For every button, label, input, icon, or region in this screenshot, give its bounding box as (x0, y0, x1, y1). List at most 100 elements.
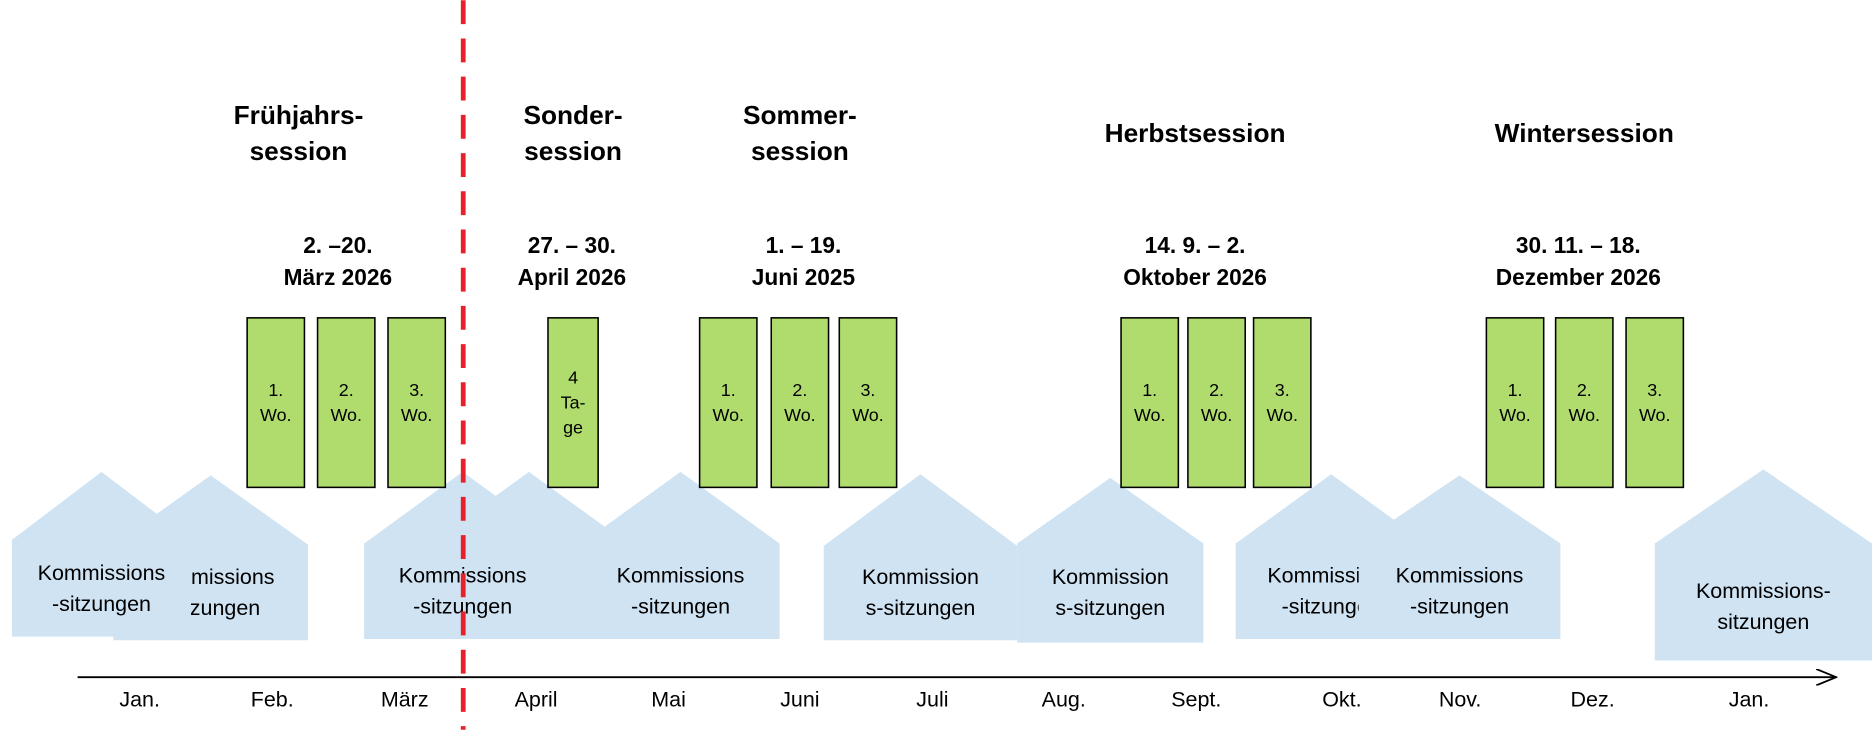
session-dates: 1. – 19. (766, 232, 842, 258)
week-label: 1. (268, 380, 283, 400)
week-label: Wo. (260, 405, 291, 425)
session-week (1554, 317, 1614, 489)
week-label: Wo. (852, 405, 883, 425)
week-label: 1. (1508, 380, 1523, 400)
commission-label: -sitzungen (1410, 595, 1509, 619)
commission-box (1017, 477, 1204, 643)
commission-label: s-sitzungen (1055, 596, 1165, 620)
session-week (1485, 317, 1545, 489)
session-week (246, 317, 306, 489)
commission-box (1654, 469, 1872, 661)
session: Wintersession 30. 11. – 18. Dezember 2026 1… (1485, 118, 1685, 489)
commission: Kommissions -sitzungen (581, 471, 780, 639)
week-label: 2. (339, 380, 354, 400)
commission: Kommission s-sitzungen (823, 474, 1018, 641)
session: Frühjahrs-session 2. –20. März 2026 1. Wo. 2.… (234, 100, 447, 489)
commission: Kommission s-sitzungen (1017, 477, 1204, 643)
week-label: Wo. (713, 405, 744, 425)
commission-box (11, 471, 192, 637)
session-title: Sommer- (743, 100, 857, 130)
month-label: Jan. (119, 688, 160, 712)
session-week (1625, 317, 1685, 489)
week-label: Wo. (1266, 405, 1297, 425)
commission-label: s-sitzungen (866, 596, 976, 620)
week-label: Wo. (330, 405, 361, 425)
commission-label: Kommissions (1396, 564, 1524, 588)
week-label: 2. (792, 380, 807, 400)
week-label: 4 (568, 367, 578, 387)
month-label: Nov. (1439, 688, 1482, 712)
commission-label: Kommissions- (1696, 579, 1831, 603)
session-dates: Oktober 2026 (1123, 264, 1267, 290)
week-label: 1. (721, 380, 736, 400)
month-label: Mai (651, 688, 686, 712)
session-dates: 14. 9. – 2. (1145, 232, 1246, 258)
session-week (387, 317, 447, 489)
session-week (316, 317, 376, 489)
session-title: session (751, 136, 849, 166)
commission: Kommissions-sitzungen (1654, 469, 1872, 661)
week-label: Wo. (1499, 405, 1530, 425)
week-label: 1. (1142, 380, 1157, 400)
session-title: Wintersession (1495, 118, 1674, 148)
commission: Kommissions -sitzungen (11, 471, 192, 637)
week-label: 3. (1647, 380, 1662, 400)
session-week (1252, 317, 1312, 489)
week-label: Wo. (1201, 405, 1232, 425)
month-label: April (515, 688, 558, 712)
commission-label: -sitzungen (631, 595, 730, 619)
month-label: Juli (916, 688, 948, 712)
session-dates: 30. 11. – 18. (1516, 232, 1641, 258)
session-title: Herbstsession (1105, 118, 1286, 148)
week-label: 3. (1275, 380, 1290, 400)
session-title: session (250, 136, 348, 166)
month-label: Juni (780, 688, 819, 712)
session-dates: Dezember 2026 (1496, 264, 1661, 290)
session-title: Frühjahrs- (234, 100, 364, 130)
session-week (838, 317, 898, 489)
session-dates: 2. –20. (303, 232, 372, 258)
commission: Kommissions -sitzungen (1358, 475, 1561, 639)
commission-label: Kommission (862, 565, 979, 589)
session-dates: 27. – 30. (528, 232, 616, 258)
commission-box (823, 474, 1018, 641)
week-label: Ta- (561, 393, 586, 413)
commission-label: -sitzungen (52, 592, 151, 616)
commission-label: sitzungen (1717, 610, 1809, 634)
week-label: Wo. (401, 405, 432, 425)
session-dates: April 2026 (518, 264, 626, 290)
month-label: Sept. (1171, 688, 1221, 712)
week-label: Wo. (1134, 405, 1165, 425)
week-label: 3. (409, 380, 424, 400)
week-label: Wo. (1639, 405, 1670, 425)
month-label: Okt. (1322, 688, 1361, 712)
session: Sonder-session 27. – 30. April 2026 4 Ta-ge (518, 100, 626, 489)
commission-label: Kommissions (617, 564, 745, 588)
session-dates: Juni 2025 (752, 264, 855, 290)
commission-box (581, 471, 780, 639)
week-label: 2. (1577, 380, 1592, 400)
session-title: session (524, 136, 622, 166)
month-label: Feb. (251, 688, 294, 712)
month-label: Dez. (1571, 688, 1615, 712)
session-week (547, 317, 599, 489)
session-week (698, 317, 758, 489)
week-label: 3. (860, 380, 875, 400)
session-week (770, 317, 830, 489)
week-label: Wo. (784, 405, 815, 425)
month-label: März (381, 688, 429, 712)
week-label: ge (563, 418, 583, 438)
session: Herbstsession 14. 9. – 2. Oktober 2026 1. Wo… (1105, 118, 1312, 489)
month-label: Jan. (1729, 688, 1770, 712)
session-week (1187, 317, 1246, 489)
commission-label: Kommissions (38, 561, 166, 585)
week-label: 2. (1209, 380, 1224, 400)
session-week (1120, 317, 1180, 489)
session-dates: März 2026 (284, 264, 392, 290)
commission-box (1358, 475, 1561, 639)
session-title: Sonder- (523, 100, 622, 130)
session: Sommer-session 1. – 19. Juni 2025 1. Wo. 2. Wo… (698, 100, 898, 489)
week-label: Wo. (1569, 405, 1600, 425)
commission-label: Kommission (1052, 565, 1169, 589)
